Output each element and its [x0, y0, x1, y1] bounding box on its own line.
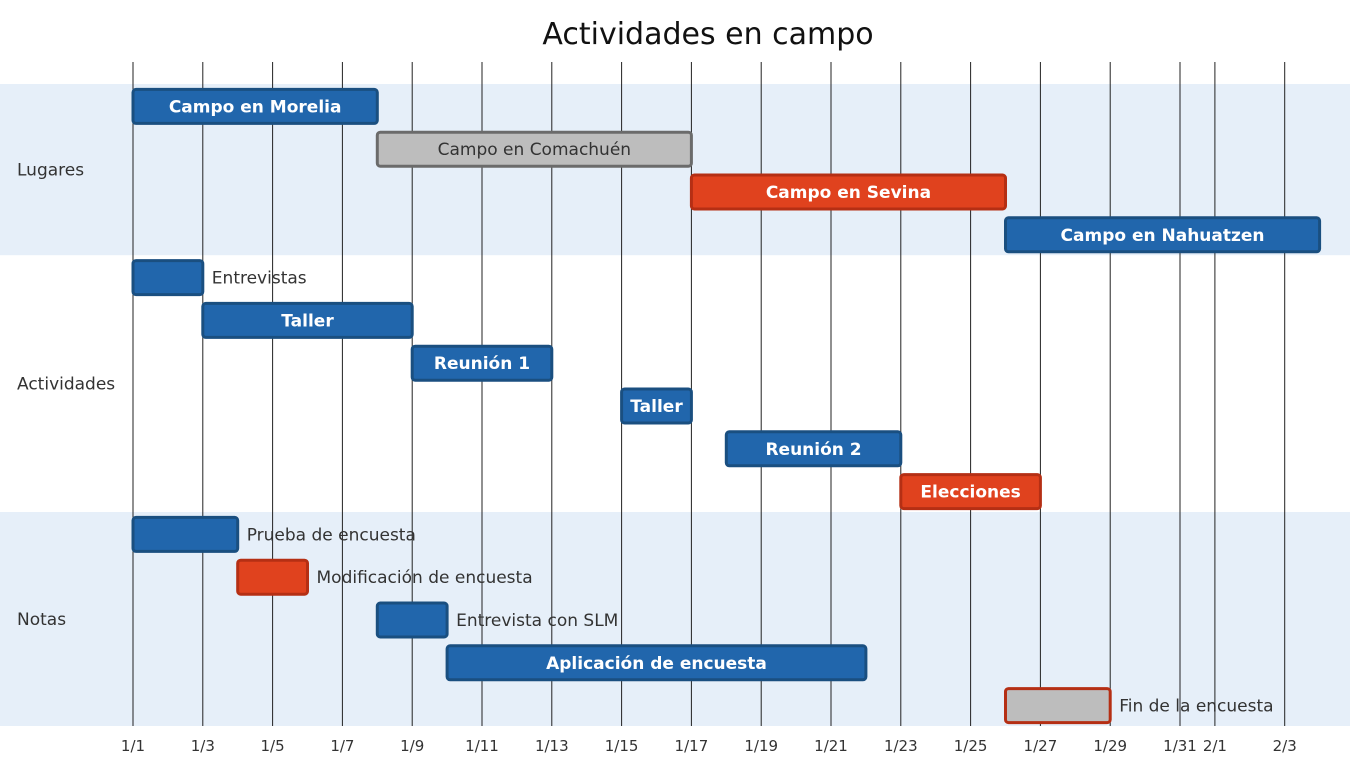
task-bar — [689, 173, 1008, 211]
task-label: Prueba de encuesta — [247, 525, 416, 545]
task-label: Entrevistas — [212, 269, 307, 289]
task-label: Taller — [630, 397, 683, 417]
task-bar — [375, 130, 693, 168]
task-label: Reunión 2 — [765, 440, 861, 460]
task-label: Campo en Comachuén — [438, 140, 631, 160]
section-label: Lugares — [17, 161, 84, 181]
task-bar — [410, 344, 554, 382]
task-bar — [445, 644, 868, 682]
task-label: Reunión 1 — [434, 354, 530, 374]
task-bar — [131, 87, 379, 125]
x-tick-label: 1/19 — [744, 737, 778, 755]
task-label: Aplicación de encuesta — [546, 654, 767, 674]
x-tick-label: 1/29 — [1093, 737, 1127, 755]
x-tick-label: 1/21 — [814, 737, 848, 755]
task-bar — [236, 558, 309, 596]
task-bar — [375, 601, 449, 639]
task-label: Campo en Morelia — [169, 97, 342, 117]
x-tick-label: 2/1 — [1203, 737, 1227, 755]
x-tick-label: 1/1 — [121, 737, 145, 755]
task-bar — [1004, 687, 1112, 725]
chart-title: Actividades en campo — [542, 17, 873, 52]
task-bar — [620, 387, 693, 425]
x-tick-label: 1/31 — [1163, 737, 1197, 755]
task-bar — [1004, 216, 1322, 254]
task-bar — [899, 473, 1042, 511]
task-label: Campo en Nahuatzen — [1061, 226, 1265, 246]
task-label: Fin de la encuesta — [1119, 697, 1273, 717]
task-label: Entrevista con SLM — [456, 611, 618, 631]
task-label: Taller — [281, 311, 334, 331]
task-bar — [201, 301, 414, 339]
x-tick-label: 1/17 — [675, 737, 709, 755]
x-tick-label: 1/9 — [400, 737, 424, 755]
task-bar — [131, 515, 240, 553]
section-labels: Lugares Actividades Notas — [17, 161, 115, 630]
x-tick-label: 2/3 — [1273, 737, 1297, 755]
x-tick-label: 1/23 — [884, 737, 918, 755]
task-bar — [131, 259, 205, 297]
x-tick-label: 1/5 — [261, 737, 285, 755]
x-tick-label: 1/13 — [535, 737, 569, 755]
x-tick-label: 1/11 — [465, 737, 499, 755]
task-bars: Campo en Morelia Campo en Comachuén Campo … — [131, 87, 1322, 725]
section-label: Notas — [17, 610, 66, 630]
x-tick-label: 1/7 — [330, 737, 354, 755]
task-label: Campo en Sevina — [766, 183, 931, 203]
task-label: Modificación de encuesta — [317, 568, 533, 588]
x-tick-label: 1/15 — [605, 737, 639, 755]
x-tick-label: 1/3 — [191, 737, 215, 755]
section-label: Actividades — [17, 375, 115, 395]
task-bar — [724, 430, 903, 468]
task-label: Elecciones — [920, 483, 1020, 503]
x-axis-ticks: 1/1 1/3 1/5 1/7 1/9 1/11 1/13 1/15 1/17 1/19 1/21 1… — [121, 737, 1297, 755]
x-tick-label: 1/27 — [1024, 737, 1058, 755]
x-tick-label: 1/25 — [954, 737, 988, 755]
